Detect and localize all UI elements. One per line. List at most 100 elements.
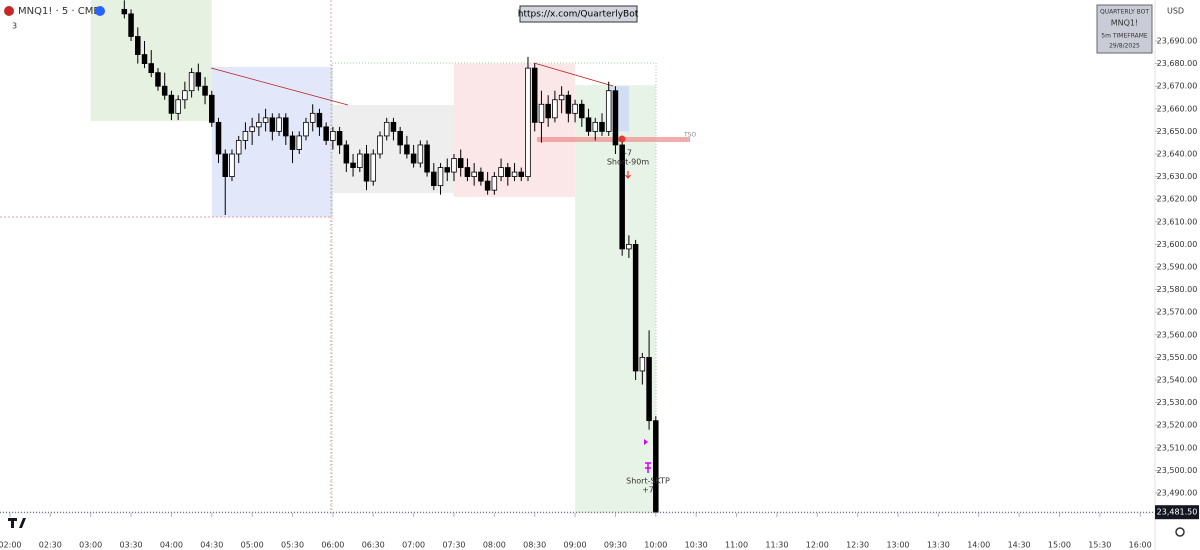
y-tick-label: 23,620.00 bbox=[1157, 195, 1198, 204]
candle-body bbox=[343, 144, 350, 164]
y-tick-label: 23,630.00 bbox=[1157, 172, 1198, 181]
x-tick-label: 05:30 bbox=[281, 541, 304, 550]
candle-body bbox=[350, 162, 356, 168]
candle-body bbox=[175, 99, 181, 114]
candle-body bbox=[632, 243, 639, 372]
y-tick-label: 23,500.00 bbox=[1157, 466, 1198, 475]
candle-body bbox=[303, 121, 309, 137]
entry-arrow bbox=[625, 171, 631, 179]
candle-body bbox=[330, 130, 336, 141]
y-tick-label: 23,660.00 bbox=[1157, 104, 1198, 113]
exit-pnl: +7 bbox=[642, 486, 654, 495]
candle-body bbox=[336, 130, 343, 146]
candle-body bbox=[518, 171, 525, 177]
candle-body bbox=[195, 72, 202, 87]
x-tick-label: 15:30 bbox=[1088, 541, 1111, 550]
trend-line bbox=[533, 62, 614, 87]
candle-body bbox=[397, 130, 403, 146]
info-line: 5m TIMEFRAME bbox=[1101, 33, 1148, 40]
candle-body bbox=[646, 356, 652, 422]
candle-body bbox=[209, 94, 215, 123]
x-tick-label: 03:30 bbox=[120, 541, 143, 550]
link[interactable]: https://x.com/QuarterlyBot bbox=[518, 10, 639, 20]
candle-body bbox=[316, 112, 323, 128]
candle-body bbox=[579, 103, 585, 119]
candle-body bbox=[323, 126, 329, 141]
candle-body bbox=[572, 103, 578, 114]
exit-label: Short-SKTP bbox=[626, 477, 670, 486]
x-tick-label: 07:00 bbox=[402, 541, 425, 550]
y-tick-label: 23,680.00 bbox=[1157, 59, 1198, 68]
candle-body bbox=[269, 117, 276, 132]
y-tick-label: 23,540.00 bbox=[1157, 375, 1198, 384]
candle-body bbox=[161, 85, 168, 96]
replay-icon[interactable] bbox=[95, 6, 105, 16]
info-line: QUARTERLY BOT bbox=[1100, 9, 1149, 16]
x-tick-label: 02:30 bbox=[39, 541, 62, 550]
x-tick-label: 09:00 bbox=[564, 541, 587, 550]
candle-body bbox=[431, 171, 437, 187]
candle-body bbox=[276, 117, 282, 132]
x-tick-label: 05:00 bbox=[241, 541, 264, 550]
candle-body bbox=[262, 117, 269, 123]
entry-pnl: -7 bbox=[624, 149, 632, 158]
candle-body bbox=[471, 171, 477, 177]
candle-body bbox=[229, 153, 235, 177]
currency: USD bbox=[1167, 7, 1184, 16]
x-tick-label: 07:30 bbox=[442, 541, 465, 550]
candle-body bbox=[626, 243, 632, 250]
trend-line bbox=[210, 67, 349, 106]
symbol: MNQ1! · 5 · CME bbox=[18, 6, 100, 17]
candle-body bbox=[498, 167, 504, 177]
candle-body bbox=[121, 8, 128, 15]
candle-body bbox=[585, 117, 592, 132]
candle-body bbox=[599, 121, 605, 132]
y-tick-label: 23,570.00 bbox=[1157, 308, 1198, 317]
candle-body bbox=[437, 167, 444, 187]
last-price-box bbox=[1155, 505, 1199, 520]
candle-body bbox=[249, 126, 255, 132]
candle-body bbox=[451, 158, 457, 173]
x-tick-label: 04:00 bbox=[160, 541, 183, 550]
logo[interactable] bbox=[8, 518, 26, 528]
candle-body bbox=[424, 144, 430, 173]
candle-body bbox=[545, 103, 551, 119]
candle-body bbox=[417, 144, 424, 164]
x-tick-label: 13:30 bbox=[927, 541, 950, 550]
zone bbox=[575, 85, 656, 513]
candle-body bbox=[639, 356, 646, 372]
candle-body bbox=[135, 36, 141, 55]
candle-body bbox=[491, 176, 498, 191]
candle-body bbox=[444, 167, 451, 173]
settings-icon[interactable] bbox=[1175, 527, 1185, 537]
info-box bbox=[1096, 4, 1153, 54]
candle-body bbox=[182, 90, 188, 101]
x-tick-label: 14:00 bbox=[967, 541, 990, 550]
candle-body bbox=[653, 420, 659, 513]
x-tick-label: 06:30 bbox=[362, 541, 385, 550]
x-tick-label: 02:00 bbox=[0, 541, 21, 550]
candle-body bbox=[505, 167, 511, 177]
y-tick-label: 23,550.00 bbox=[1157, 353, 1198, 362]
y-tick-label: 23,690.00 bbox=[1157, 36, 1198, 45]
indicator-count[interactable]: 3 bbox=[12, 22, 17, 31]
x-tick-label: 03:00 bbox=[79, 541, 102, 550]
candle-body bbox=[478, 171, 484, 182]
candle-body bbox=[511, 171, 518, 177]
candle-body bbox=[215, 121, 222, 155]
candle-body bbox=[565, 94, 572, 114]
x-tick-label: 06:00 bbox=[321, 541, 344, 550]
plot-area bbox=[0, 0, 690, 513]
candle-body bbox=[202, 85, 208, 96]
candle-body bbox=[404, 144, 410, 155]
exit-arrow bbox=[645, 462, 651, 473]
candle-body bbox=[552, 99, 558, 119]
x-tick-label: 10:30 bbox=[685, 541, 708, 550]
candle-body bbox=[128, 13, 134, 37]
candle-body bbox=[155, 72, 161, 87]
info-line: MNQ1! bbox=[1111, 19, 1138, 28]
x-tick-label: 11:30 bbox=[765, 541, 788, 550]
link-box bbox=[519, 5, 638, 23]
x-tick-label: 11:00 bbox=[725, 541, 748, 550]
